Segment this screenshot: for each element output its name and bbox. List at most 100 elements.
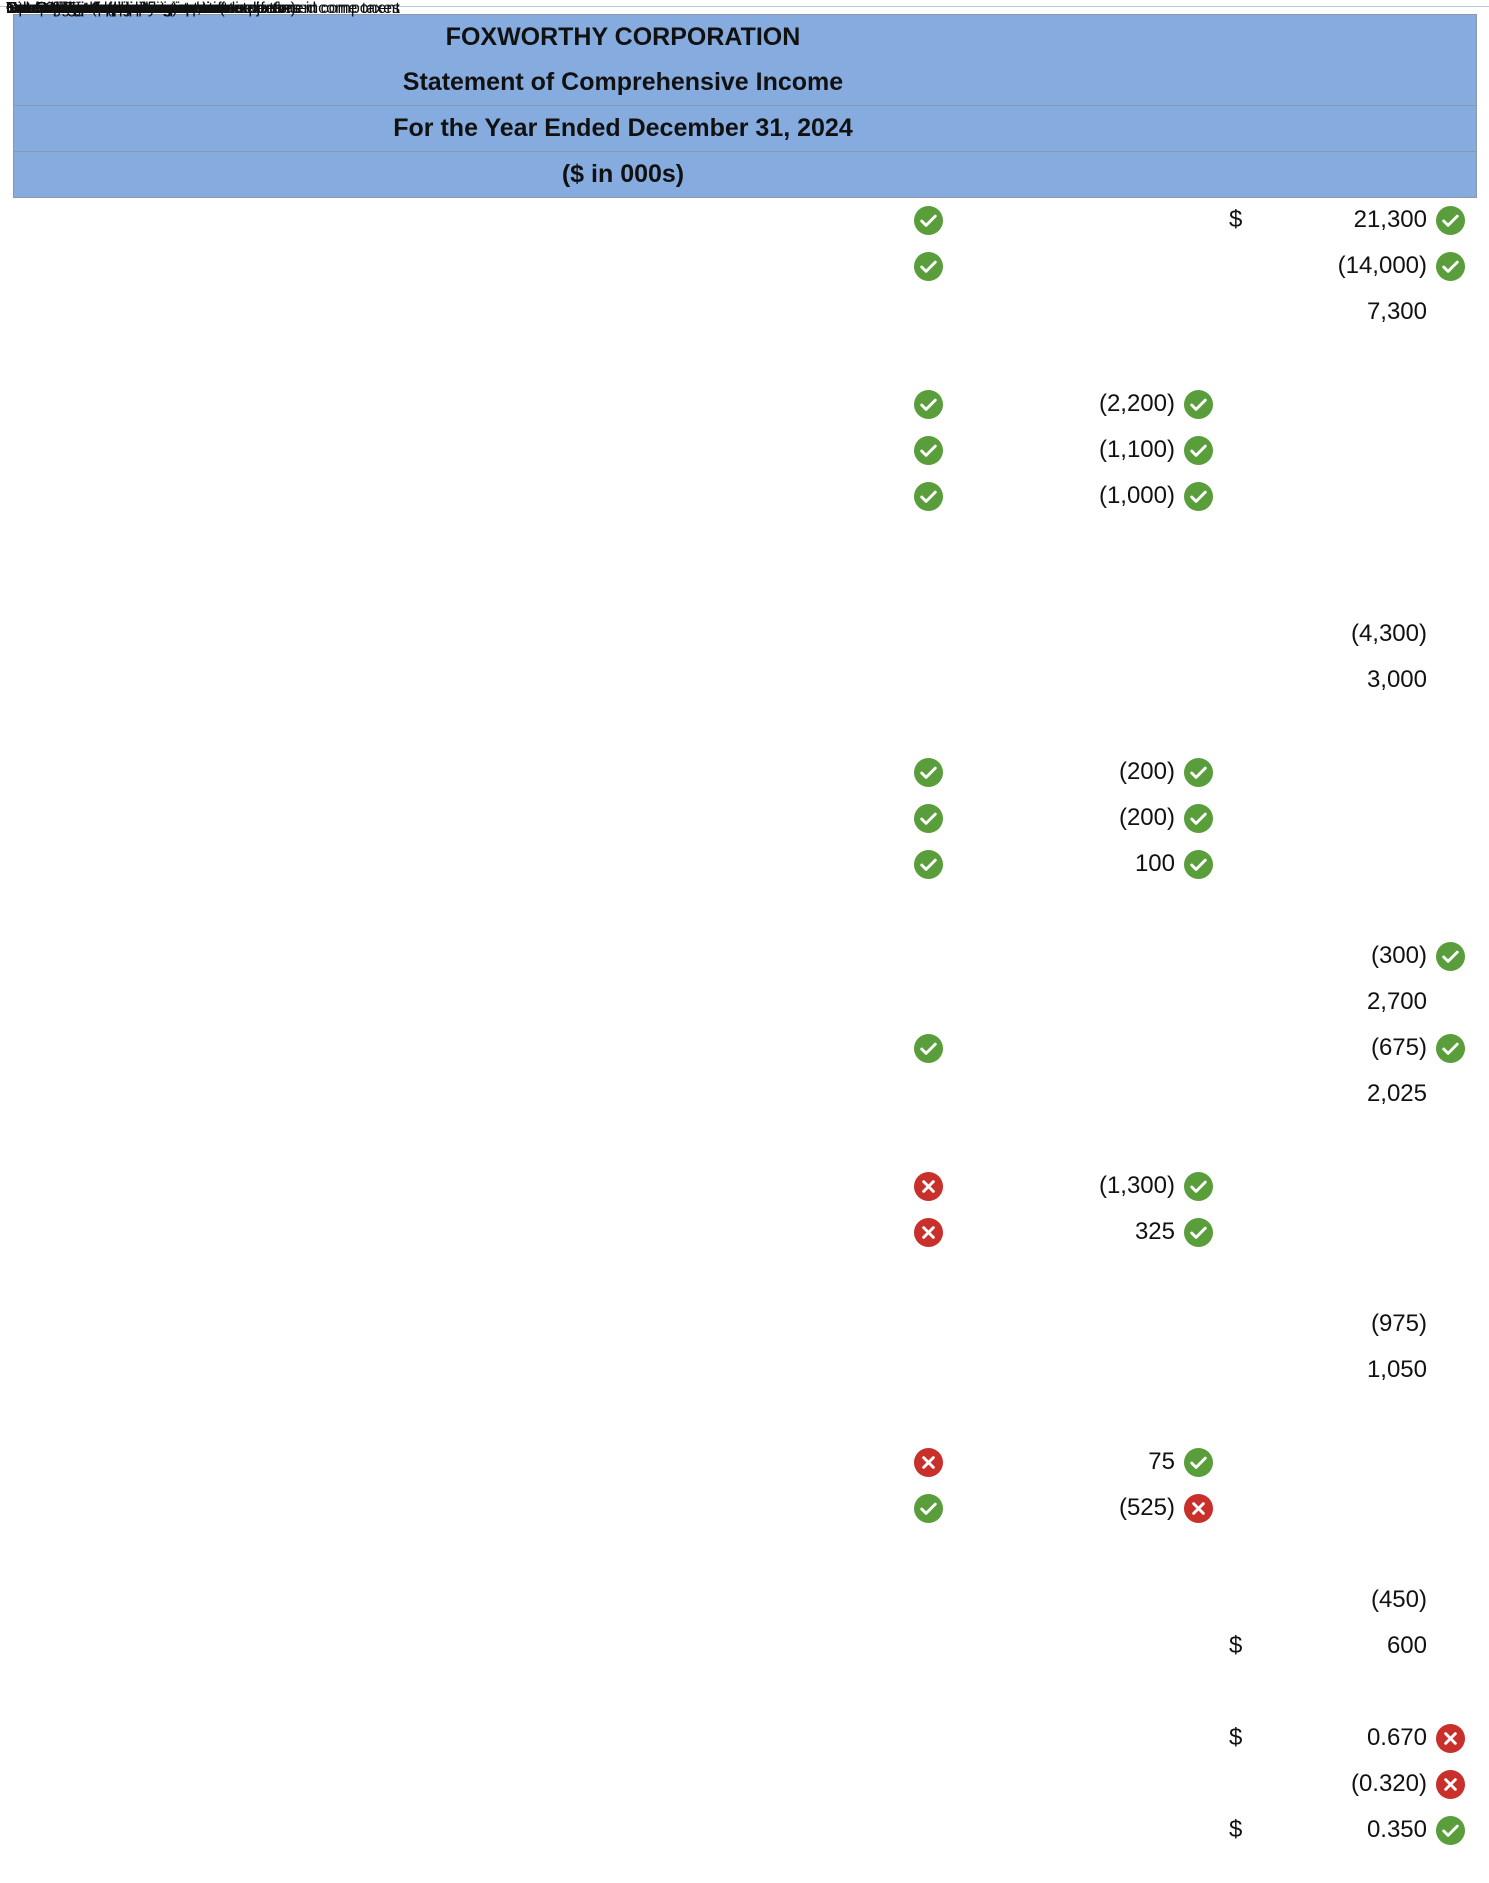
amount: (1,100)	[1098, 436, 1175, 463]
amount: 0.350	[1366, 1816, 1427, 1843]
header-row: FOXWORTHY CORPORATION	[13, 14, 1477, 61]
amount: 2,025	[1366, 1080, 1427, 1107]
row-label: Income tax expense	[6, 0, 150, 17]
check-icon	[913, 849, 943, 879]
company: FOXWORTHY CORPORATION	[445, 23, 801, 51]
cross-icon	[1435, 1723, 1465, 1753]
statement-title: Statement of Comprehensive Income	[402, 68, 844, 96]
check-icon	[913, 757, 943, 787]
dollar-sign: $	[1229, 206, 1243, 233]
amount: 75	[1148, 1448, 1175, 1475]
dollar-sign: $	[1229, 1724, 1243, 1751]
amount: 0.670	[1366, 1724, 1427, 1751]
check-icon	[913, 481, 943, 511]
row-label: Other comprehensive income (net of tax):	[6, 0, 301, 17]
top-bar	[0, 0, 1489, 7]
row-label: Other income (expense):	[6, 0, 183, 17]
check-icon	[1183, 1447, 1213, 1477]
amount: (1,000)	[1098, 482, 1175, 509]
header-row: For the Year Ended December 31, 2024	[13, 106, 1477, 152]
amount: (675)	[1370, 1034, 1427, 1061]
row-label: Total operating expenses	[66, 0, 244, 17]
amount: 100	[1134, 850, 1175, 877]
check-icon	[1435, 251, 1465, 281]
amount: (0.320)	[1350, 1770, 1427, 1797]
check-icon	[1183, 389, 1213, 419]
row-label: Earnings per share:	[6, 0, 146, 17]
check-icon	[1183, 1171, 1213, 1201]
header-row: Statement of Comprehensive Income	[13, 60, 1477, 106]
row-label: Sales revenue	[6, 0, 109, 17]
amount: 600	[1386, 1632, 1427, 1659]
cross-icon	[913, 1217, 943, 1247]
row-label: Loss on sales of investment	[36, 0, 234, 17]
dollar-sign: $	[1229, 1816, 1243, 1843]
amount: (14,000)	[1337, 252, 1427, 279]
row-label: Net income	[6, 0, 87, 17]
row-label: Operating expenses:	[6, 0, 154, 17]
row-label: Comprehensive income	[6, 0, 175, 17]
row-label: Income from operations of discontinued c…	[36, 0, 400, 17]
period: For the Year Ended December 31, 2024	[393, 114, 853, 142]
row-label: Net income (loss)	[6, 0, 131, 17]
row-label: Interest expense	[36, 0, 155, 17]
check-icon	[1435, 1033, 1465, 1063]
amount: (4,300)	[1350, 620, 1427, 647]
amount: (975)	[1370, 1310, 1427, 1337]
check-icon	[1183, 1217, 1213, 1247]
row-label: Income from continuing operations	[6, 0, 252, 17]
check-icon	[913, 389, 943, 419]
amount: 3,000	[1366, 666, 1427, 693]
row-label: Gain on sale of investment	[36, 0, 226, 17]
amount: (525)	[1118, 1494, 1175, 1521]
check-icon	[913, 1493, 943, 1523]
units: ($ in 000s)	[561, 160, 685, 188]
amount: 7,300	[1366, 298, 1427, 325]
check-icon	[1183, 849, 1213, 879]
row-label: Discontinued operations	[6, 0, 178, 17]
amount: (200)	[1118, 804, 1175, 831]
row-label: Selling expense	[36, 0, 149, 17]
row-label: Income from continuing operations	[6, 0, 252, 17]
check-icon	[1183, 803, 1213, 833]
amount: 2,700	[1366, 988, 1427, 1015]
check-icon	[1183, 435, 1213, 465]
row-label: Restructuring costs	[36, 0, 173, 17]
cross-icon	[1183, 1493, 1213, 1523]
cross-icon	[913, 1171, 943, 1201]
row-label: Income tax expense	[36, 0, 180, 17]
check-icon	[1435, 205, 1465, 235]
row-label: Operating income	[6, 0, 133, 17]
amount: (1,300)	[1098, 1172, 1175, 1199]
amount: 1,050	[1366, 1356, 1427, 1383]
check-icon	[913, 803, 943, 833]
amount: 325	[1134, 1218, 1175, 1245]
row-label: Cost of goods sold	[6, 0, 139, 17]
check-icon	[913, 251, 943, 281]
amount: (200)	[1118, 758, 1175, 785]
check-icon	[1435, 941, 1465, 971]
check-icon	[913, 435, 943, 465]
cross-icon	[1435, 1769, 1465, 1799]
check-icon	[1183, 757, 1213, 787]
header-row: ($ in 000s)	[13, 152, 1477, 198]
row-label: Total Other comprehensive income	[6, 0, 254, 17]
amount: 21,300	[1353, 206, 1427, 233]
row-label: Dividend revenue	[36, 0, 161, 17]
amount: (300)	[1370, 942, 1427, 969]
check-icon	[913, 205, 943, 235]
row-label: Gross profit	[6, 0, 89, 17]
row-label: Foreign currency translation adjustment	[36, 0, 318, 17]
row-label: Total other income, net	[66, 0, 228, 17]
amount: (2,200)	[1098, 390, 1175, 417]
check-icon	[1183, 481, 1213, 511]
row-label: General and administrative expenses	[36, 0, 301, 17]
row-label: Income from continuing operations before…	[6, 0, 400, 17]
amount: (450)	[1370, 1586, 1427, 1613]
row-label: Loss on discontinued operations	[6, 0, 236, 17]
check-icon	[913, 1033, 943, 1063]
dollar-sign: $	[1229, 1632, 1243, 1659]
check-icon	[1435, 1815, 1465, 1845]
cross-icon	[913, 1447, 943, 1477]
